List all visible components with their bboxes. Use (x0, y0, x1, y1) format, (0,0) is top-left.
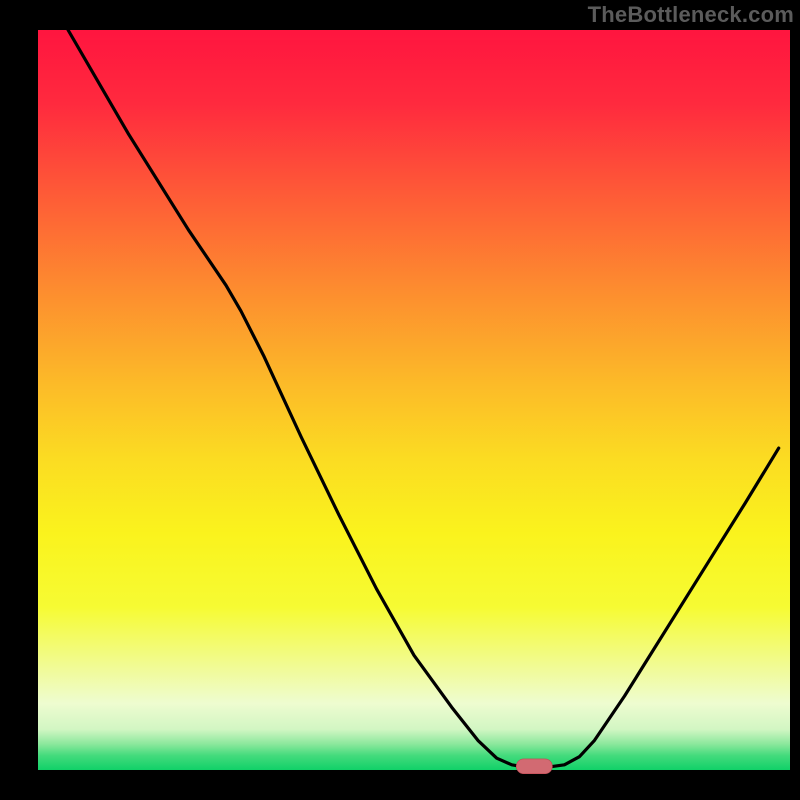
optimal-marker (516, 759, 552, 774)
plot-background (38, 30, 790, 770)
chart-root: TheBottleneck.com (0, 0, 800, 800)
watermark-label: TheBottleneck.com (588, 2, 794, 28)
bottleneck-curve-chart (0, 0, 800, 800)
